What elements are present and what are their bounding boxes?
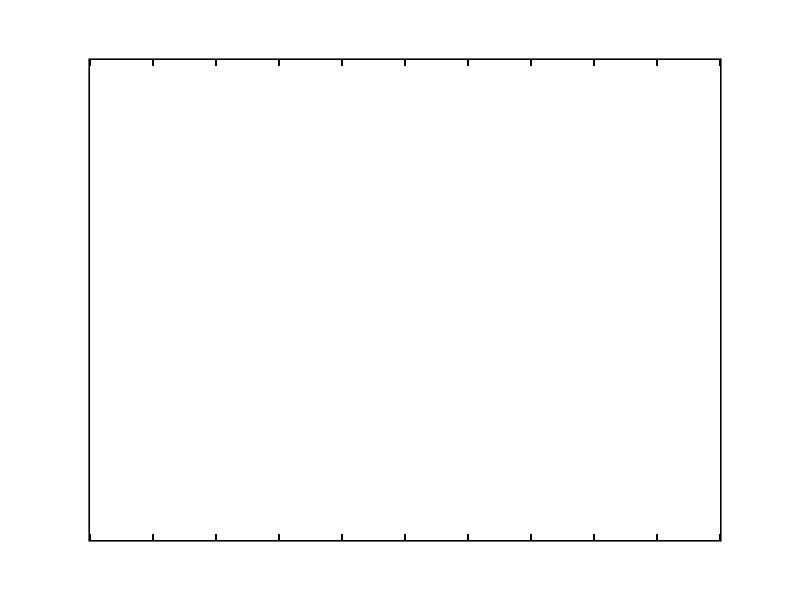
x-tick-mark-top [278,60,280,66]
x-tick-mark-top [593,60,595,66]
x-tick-mark-top [215,60,217,66]
x-tick-mark [404,534,406,540]
x-tick-mark [341,534,343,540]
x-tick-mark [152,534,154,540]
x-tick-mark [719,534,721,540]
x-tick-mark-top [656,60,658,66]
x-tick-mark-top [341,60,343,66]
x-tick-mark [215,534,217,540]
x-tick-mark [89,534,91,540]
x-tick-mark [278,534,280,540]
x-tick-mark-top [152,60,154,66]
x-tick-mark-top [719,60,721,66]
x-tick-mark [530,534,532,540]
x-tick-mark-top [404,60,406,66]
plot-area [89,60,721,540]
x-tick-mark [656,534,658,540]
x-tick-mark [467,534,469,540]
x-tick-mark [593,534,595,540]
x-tick-mark-top [530,60,532,66]
x-tick-mark-top [89,60,91,66]
x-tick-mark-top [467,60,469,66]
